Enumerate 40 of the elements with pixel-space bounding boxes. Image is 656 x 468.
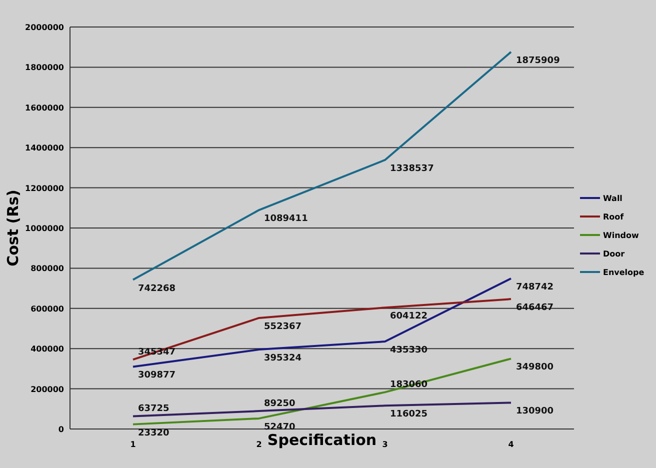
data-label: 552367 [264, 322, 302, 332]
y-tick-label: 0 [58, 425, 64, 434]
legend-label: Envelope [603, 268, 645, 277]
data-label: 63725 [138, 404, 170, 414]
data-label: 23320 [138, 428, 170, 438]
legend-label: Door [603, 250, 625, 258]
y-tick-label: 400000 [30, 344, 64, 354]
y-tick-label: 800000 [30, 264, 64, 274]
y-tick-label: 2000000 [25, 23, 64, 32]
line-series [132, 278, 512, 368]
line-series [132, 50, 512, 281]
y-tick-label: 1200000 [25, 184, 64, 193]
x-tick-label: 2 [256, 440, 262, 449]
y-tick-label: 1600000 [25, 103, 64, 112]
data-label: 1089411 [264, 214, 308, 224]
data-label: 395324 [264, 354, 302, 364]
y-tick-label: 600000 [30, 304, 64, 314]
y-tick-label: 1800000 [25, 63, 64, 72]
data-label: 116025 [390, 410, 428, 420]
data-label: 604122 [390, 312, 428, 322]
legend-label: Window [603, 231, 640, 240]
x-tick-label: 3 [382, 440, 388, 449]
x-axis-title: Specification [267, 431, 377, 449]
data-label: 1875909 [516, 56, 560, 66]
legend-label: Wall [603, 194, 623, 203]
x-tick-label: 1 [130, 440, 136, 449]
data-label: 349800 [516, 362, 554, 373]
line-series [132, 298, 512, 361]
data-label: 1338537 [390, 164, 434, 174]
x-tick-label: 4 [508, 440, 514, 449]
y-tick-label: 1000000 [25, 224, 64, 233]
legend-label: Roof [603, 212, 624, 222]
y-axis-title: Cost (Rs) [4, 190, 22, 266]
data-label: 89250 [264, 399, 296, 410]
data-label: 742268 [138, 284, 176, 294]
data-label: 130900 [516, 406, 554, 417]
y-tick-label: 200000 [30, 384, 64, 394]
data-label: 748742 [516, 282, 554, 293]
y-tick-label: 1400000 [25, 144, 64, 153]
data-label: 309877 [138, 370, 176, 381]
